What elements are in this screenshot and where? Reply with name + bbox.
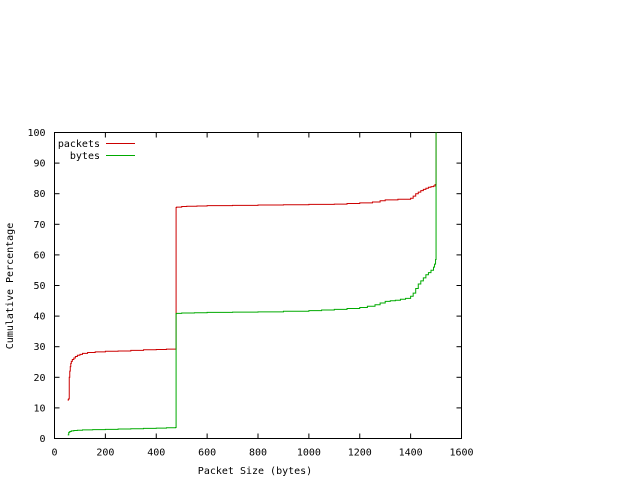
y-tick-label: 60 xyxy=(33,250,45,261)
x-tick-label: 800 xyxy=(249,448,267,459)
series-line-packets xyxy=(67,132,437,401)
x-tick-label: 600 xyxy=(198,448,216,459)
y-tick-label: 80 xyxy=(33,189,45,200)
legend: packets bytes xyxy=(58,139,135,162)
y-axis-title-group: Cumulative Percentage xyxy=(5,223,16,349)
y-tick-label: 40 xyxy=(33,312,45,323)
y-axis-title: Cumulative Percentage xyxy=(5,223,16,349)
y-tick-label: 0 xyxy=(39,434,45,445)
plot-frame xyxy=(54,132,462,439)
y-tick-label: 30 xyxy=(33,342,45,353)
series-line-bytes xyxy=(67,132,437,436)
x-tick-label: 0 xyxy=(51,448,57,459)
y-tick-label: 90 xyxy=(33,159,45,170)
y-tick-label: 70 xyxy=(33,220,45,231)
y-tick-label: 20 xyxy=(33,373,45,384)
legend-label-packets: packets xyxy=(58,139,100,150)
x-tick-label: 1000 xyxy=(297,448,321,459)
x-tick-label: 1600 xyxy=(449,448,473,459)
x-tick-label: 1400 xyxy=(399,448,423,459)
x-tick-label: 400 xyxy=(147,448,165,459)
x-tick-label: 200 xyxy=(96,448,114,459)
plot-area: 0 200 400 600 800 1000 1200 1400 1600 0 10 20 30 40 50… xyxy=(27,128,473,459)
ticks-layer: 0 200 400 600 800 1000 1200 1400 1600 0 10 20 30 40 50… xyxy=(27,128,473,459)
x-axis-title: Packet Size (bytes) xyxy=(198,466,312,477)
series-layer xyxy=(67,132,437,436)
x-tick-label: 1200 xyxy=(348,448,372,459)
y-tick-label: 100 xyxy=(27,128,45,139)
y-tick-label: 50 xyxy=(33,281,45,292)
y-tick-label: 10 xyxy=(33,403,45,414)
legend-label-bytes: bytes xyxy=(70,151,100,162)
